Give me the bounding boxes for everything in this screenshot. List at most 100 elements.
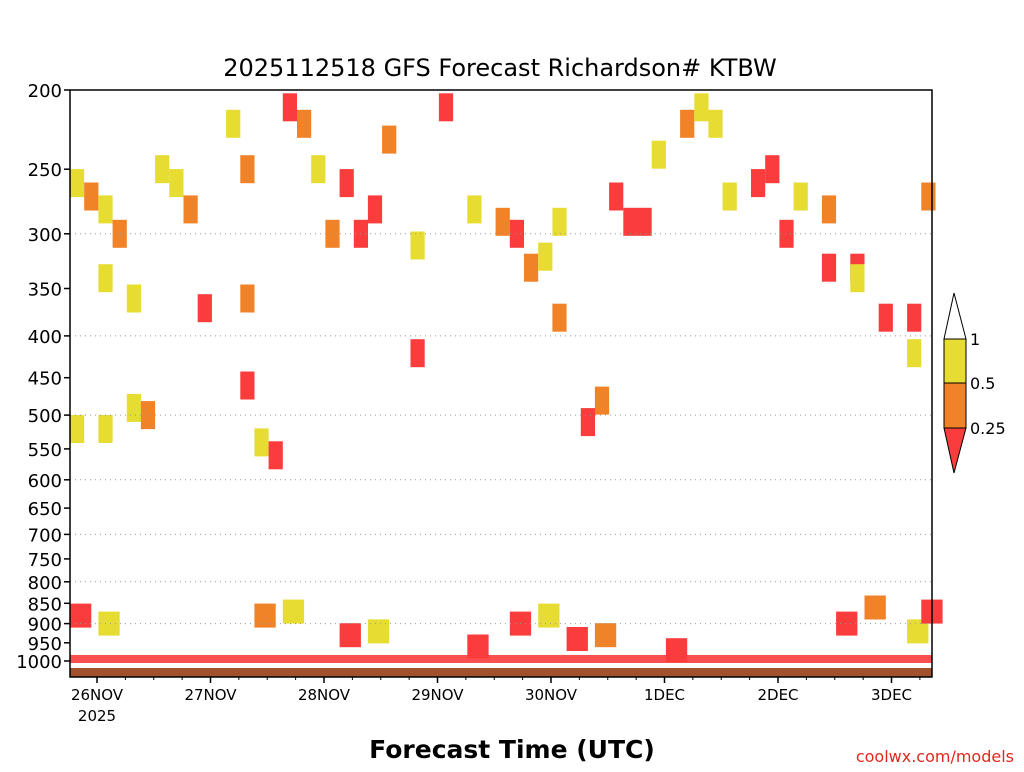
chart-title: 2025112518 GFS Forecast Richardson# KTBW	[223, 54, 777, 82]
richardson-cell	[566, 627, 588, 651]
legend-cap-bottom	[943, 427, 967, 474]
richardson-cell	[282, 93, 297, 122]
richardson-cell	[140, 401, 156, 430]
richardson-cell	[297, 109, 312, 138]
x-tick-label: 26NOV	[71, 686, 124, 704]
richardson-cell	[864, 595, 886, 620]
richardson-cell	[467, 195, 482, 224]
y-tick-label: 300	[28, 225, 62, 246]
y-tick-label: 600	[28, 471, 62, 492]
richardson-cell	[254, 603, 276, 628]
y-tick-label: 500	[28, 406, 62, 427]
richardson-cell	[339, 169, 354, 198]
richardson-cell	[821, 195, 837, 224]
x-axis: 26NOV 27NOV 28NOV 29NOV 30NOV 1DEC 2DEC 3DEC	[71, 677, 921, 704]
surface-layer-band	[70, 654, 932, 663]
richardson-cell	[70, 603, 92, 628]
y-tick-label: 450	[28, 369, 62, 390]
x-year-label: 2025	[78, 707, 116, 725]
y-tick-label: 1000	[16, 652, 62, 673]
richardson-cell	[282, 599, 305, 624]
richardson-cell	[538, 242, 553, 271]
legend-label: 0.5	[970, 374, 995, 393]
richardson-cell	[694, 93, 709, 122]
y-tick-label: 850	[28, 594, 62, 615]
y-tick-label: 650	[28, 499, 62, 520]
richardson-cell	[651, 140, 666, 169]
y-tick-label: 700	[28, 525, 62, 546]
richardson-cell	[552, 207, 567, 236]
richardson-cell	[836, 611, 858, 636]
y-tick-label: 950	[28, 634, 62, 655]
richardson-cell	[793, 182, 808, 211]
richardson-cell	[594, 386, 610, 415]
legend-label: 1	[970, 330, 980, 349]
richardson-cell	[850, 264, 865, 293]
richardson-cell	[921, 182, 936, 211]
richardson-cell	[524, 253, 539, 282]
richardson-cell	[98, 611, 120, 636]
y-tick-label: 250	[28, 160, 62, 181]
richardson-cell	[907, 619, 929, 644]
richardson-cell	[70, 415, 85, 443]
richardson-cell	[609, 182, 624, 211]
plot-frame	[69, 89, 933, 678]
x-tick-label: 1DEC	[644, 686, 685, 704]
richardson-cell	[325, 219, 340, 248]
richardson-cell	[98, 264, 113, 293]
richardson-cell	[708, 109, 723, 138]
richardson-cell	[126, 393, 141, 422]
richardson-cell	[637, 207, 652, 236]
richardson-cell	[382, 125, 397, 154]
richardson-cell	[98, 415, 113, 443]
y-tick-label: 200	[28, 81, 62, 102]
y-tick-label: 800	[28, 573, 62, 594]
richardson-cell	[907, 303, 922, 332]
x-tick-label: 3DEC	[871, 686, 912, 704]
richardson-cell	[155, 155, 170, 184]
y-tick-label: 400	[28, 327, 62, 348]
richardson-cell	[410, 231, 425, 260]
richardson-cell	[594, 623, 617, 648]
ground-rect	[70, 668, 932, 677]
richardson-cell	[538, 603, 560, 628]
y-tick-label: 900	[28, 615, 62, 636]
richardson-cell	[240, 284, 255, 313]
richardson-cell	[580, 408, 595, 437]
x-tick-label: 27NOV	[184, 686, 237, 704]
richardson-cell	[240, 155, 255, 184]
richardson-cell	[367, 619, 390, 644]
richardson-cell	[821, 253, 837, 282]
y-axis: 200 250 300 350 400 450 500 550 600 650 700 7508008…	[16, 81, 70, 673]
ground-band	[70, 668, 932, 677]
richardson-cell	[779, 219, 794, 248]
richardson-cell	[722, 182, 737, 211]
richardson-cell	[268, 441, 283, 470]
legend-swatch	[943, 382, 967, 429]
richardson-cell	[552, 303, 567, 332]
richardson-cell	[410, 339, 425, 368]
richardson-cell	[240, 371, 255, 400]
richardson-cell	[254, 428, 269, 457]
richardson-cell	[367, 195, 383, 224]
y-tick-label: 550	[28, 440, 62, 461]
richardson-cell	[751, 169, 766, 198]
richardson-cell	[878, 303, 893, 332]
richardson-cell	[623, 207, 638, 236]
y-tick-label: 350	[28, 280, 62, 301]
richardson-cell	[70, 169, 85, 198]
richardson-cell	[84, 182, 99, 211]
richardson-cell	[765, 155, 780, 184]
legend-swatch	[943, 338, 967, 384]
richardson-cell	[183, 195, 198, 224]
richardson-cell	[169, 169, 184, 198]
richardson-cell	[98, 195, 113, 224]
x-tick-label: 29NOV	[411, 686, 464, 704]
y-tick-label: 750	[28, 550, 62, 571]
credit-link[interactable]: coolwx.com/models	[856, 747, 1014, 766]
x-tick-label: 2DEC	[757, 686, 798, 704]
richardson-cell	[126, 284, 141, 313]
richardson-cells	[70, 93, 943, 663]
richardson-cell	[197, 294, 212, 323]
